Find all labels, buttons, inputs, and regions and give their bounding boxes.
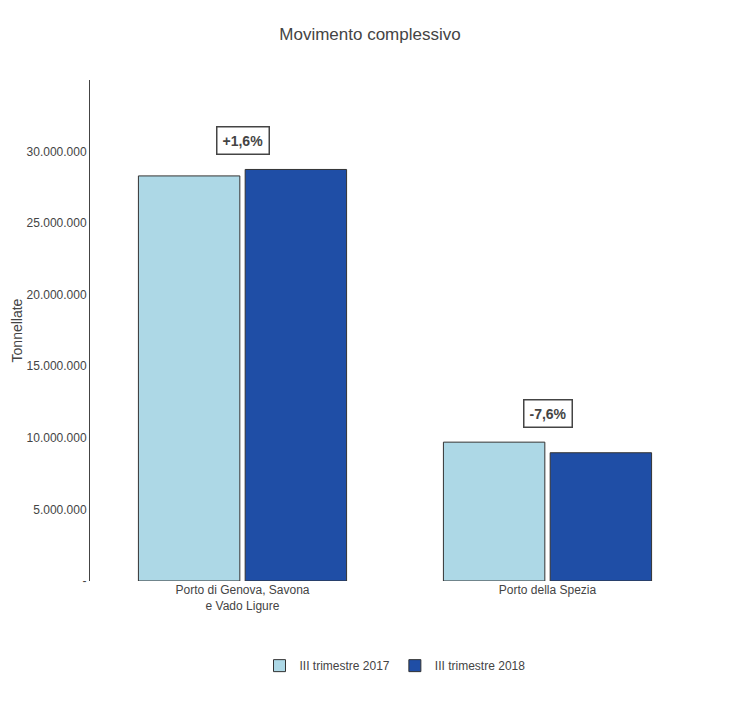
svg-text:-: - [83,574,87,588]
svg-text:III trimestre 2017: III trimestre 2017 [300,659,390,673]
svg-text:+1,6%: +1,6% [223,133,264,149]
svg-text:-7,6%: -7,6% [530,406,567,422]
svg-text:Tonnellate: Tonnellate [9,298,25,362]
svg-text:Porto di Genova, Savonae Vado: Porto di Genova, Savonae Vado Ligure [175,583,309,613]
svg-text:25.000.000: 25.000.000 [27,216,87,230]
svg-text:30.000.000: 30.000.000 [27,145,87,159]
svg-text:Movimento complessivo: Movimento complessivo [279,25,460,44]
svg-text:10.000.000: 10.000.000 [27,431,87,445]
svg-text:5.000.000: 5.000.000 [33,503,87,517]
svg-text:Porto della Spezia: Porto della Spezia [499,583,597,597]
svg-text:15.000.000: 15.000.000 [27,359,87,373]
svg-text:III trimestre 2018: III trimestre 2018 [435,659,525,673]
svg-text:20.000.000: 20.000.000 [27,288,87,302]
